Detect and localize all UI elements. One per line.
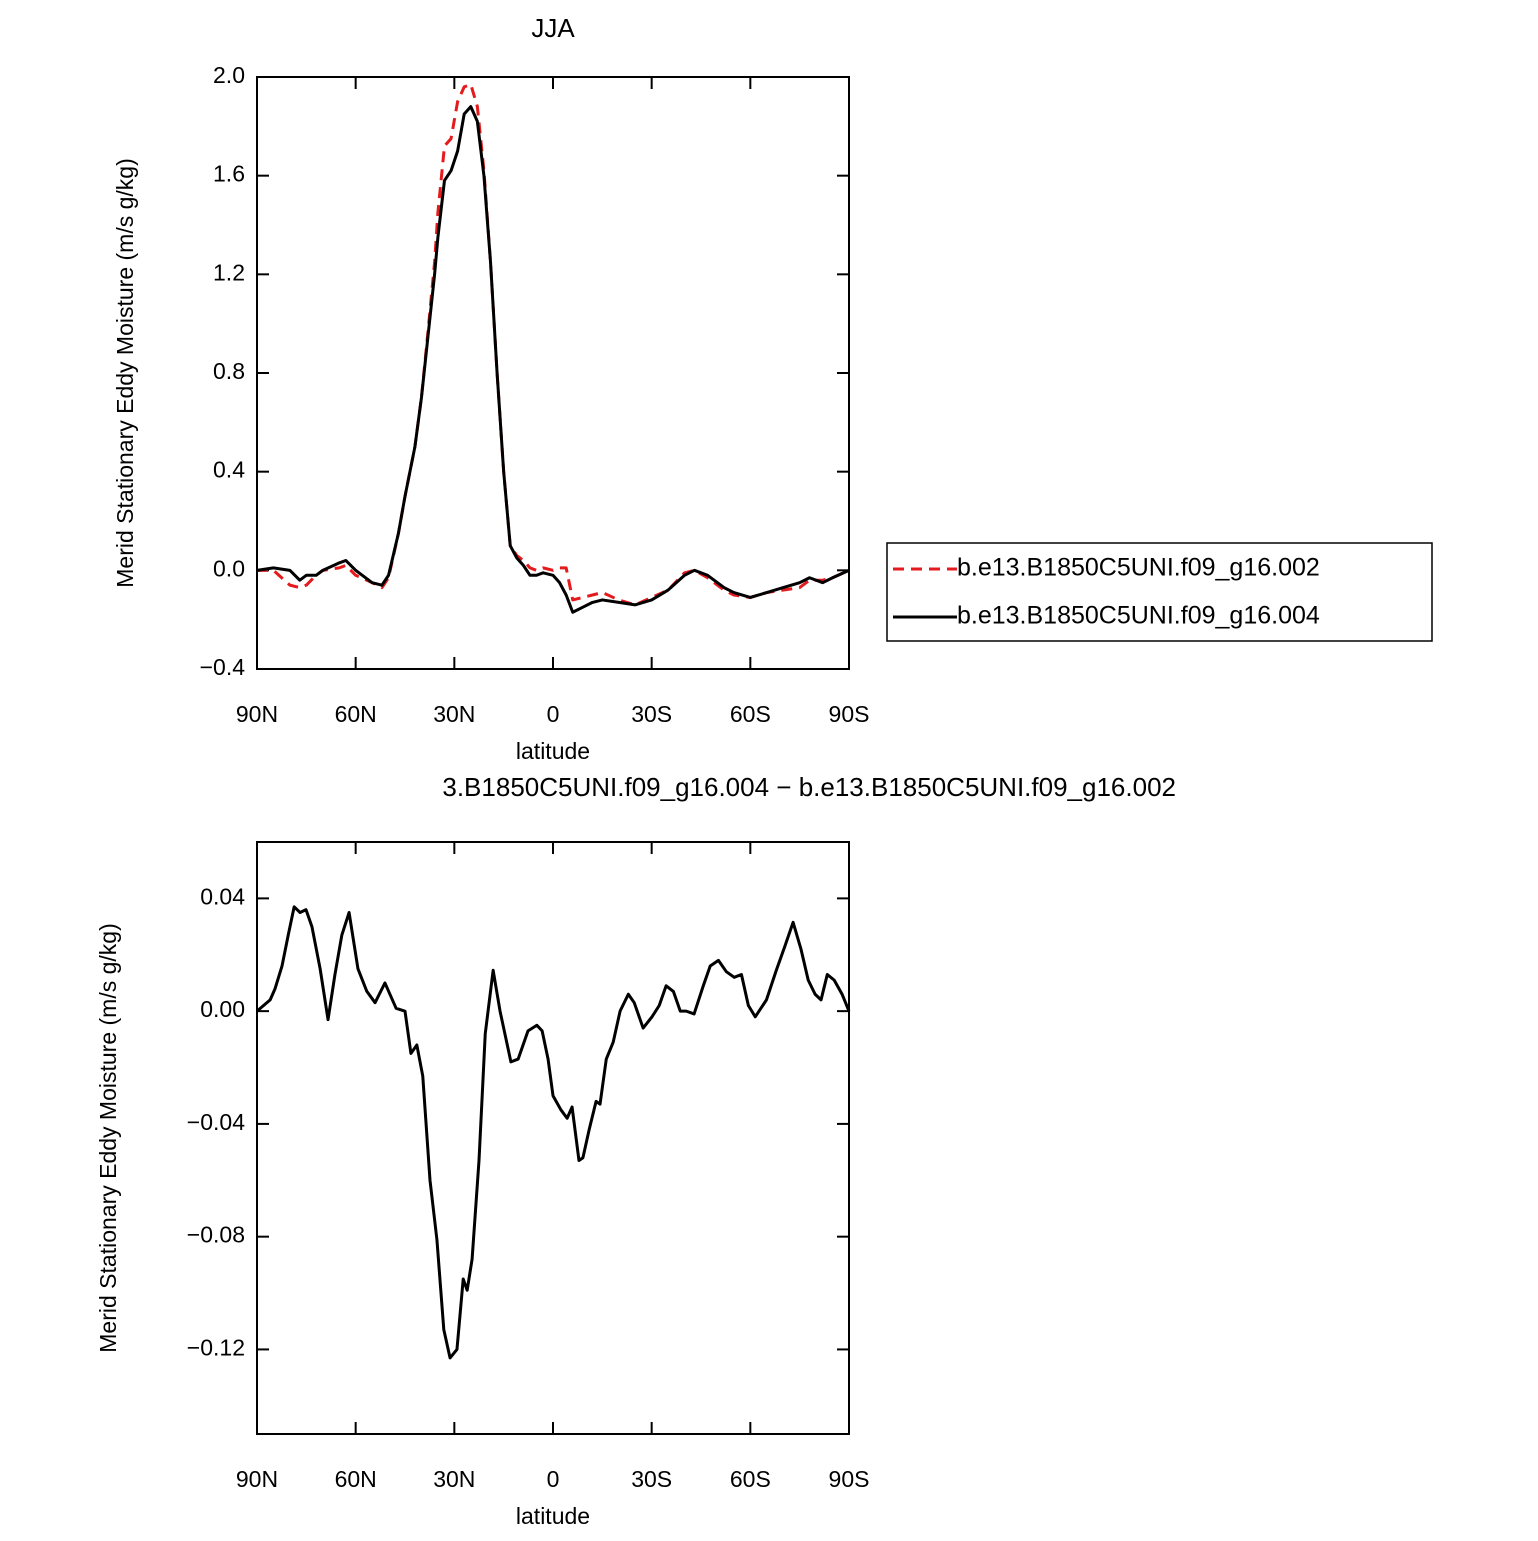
chart-title: 3.B1850C5UNI.f09_g16.004 − b.e13.B1850C5… <box>442 772 1176 802</box>
y-tick-label: −0.04 <box>187 1109 245 1135</box>
y-tick-label: 0.8 <box>213 358 245 384</box>
plot-frame <box>256 841 850 1435</box>
x-tick-label: 60N <box>335 701 377 727</box>
chart-title: JJA <box>531 13 575 43</box>
y-tick-label: 0.0 <box>213 555 245 581</box>
data-line <box>257 82 850 607</box>
y-tick-label: −0.12 <box>187 1335 245 1361</box>
y-axis-label: Merid Stationary Eddy Moisture (m/s g/kg… <box>95 923 121 1352</box>
y-axis-label: Merid Stationary Eddy Moisture (m/s g/kg… <box>112 158 138 587</box>
y-tick-label: 1.6 <box>213 161 245 187</box>
y-tick-label: 1.2 <box>213 259 245 285</box>
data-line <box>256 905 851 1360</box>
x-tick-label: 90N <box>236 1466 278 1492</box>
x-axis-label: latitude <box>516 738 590 764</box>
y-tick-label: −0.4 <box>200 654 246 680</box>
data-line <box>256 105 850 614</box>
y-tick-label: 0.00 <box>200 996 245 1022</box>
legend-label: b.e13.B1850C5UNI.f09_g16.004 <box>957 602 1320 630</box>
x-tick-label: 30N <box>433 1466 475 1492</box>
legend-label: b.e13.B1850C5UNI.f09_g16.002 <box>957 554 1320 582</box>
x-tick-label: 90S <box>829 1466 870 1492</box>
legend-box <box>886 542 1433 642</box>
y-tick-label: 2.0 <box>213 62 245 88</box>
x-tick-label: 0 <box>547 1466 560 1492</box>
y-tick-label: 0.4 <box>213 457 245 483</box>
x-tick-label: 60S <box>730 1466 771 1492</box>
y-tick-label: −0.08 <box>187 1222 245 1248</box>
x-tick-label: 60S <box>730 701 771 727</box>
x-tick-label: 30S <box>631 1466 672 1492</box>
x-tick-label: 90N <box>236 701 278 727</box>
y-tick-label: 0.04 <box>200 883 245 909</box>
x-tick-label: 90S <box>829 701 870 727</box>
x-tick-label: 0 <box>547 701 560 727</box>
x-tick-label: 30N <box>433 701 475 727</box>
x-tick-label: 30S <box>631 701 672 727</box>
x-axis-label: latitude <box>516 1503 590 1529</box>
plot-frame <box>256 76 850 670</box>
x-tick-label: 60N <box>335 1466 377 1492</box>
